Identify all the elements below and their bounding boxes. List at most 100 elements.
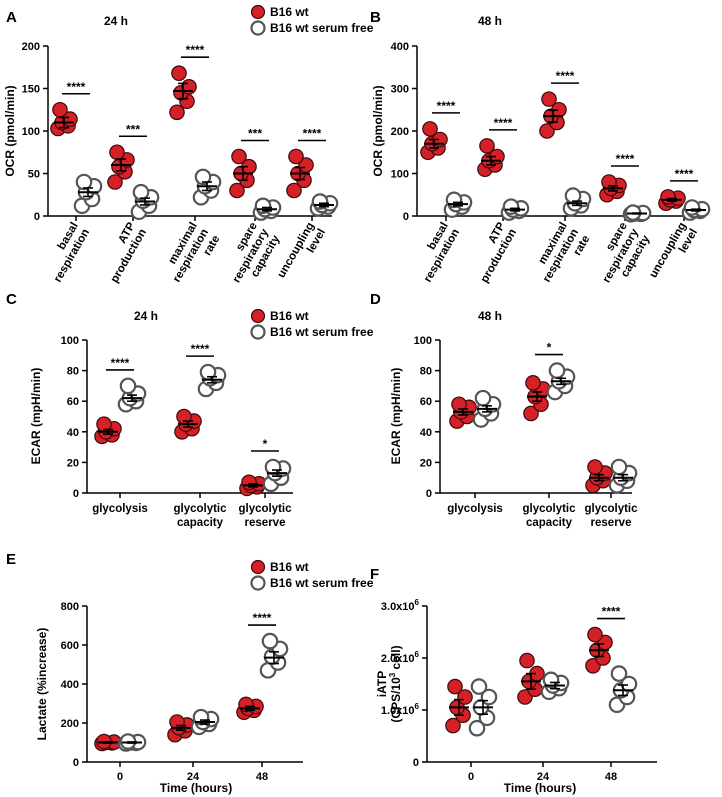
panel-letter: E <box>6 551 16 568</box>
panel-letter: F <box>370 566 379 583</box>
series-wt <box>94 696 264 752</box>
y-tick-label: 400 <box>391 41 409 53</box>
x-tick-label: glycolysis <box>92 503 148 515</box>
series-serum-free <box>443 187 711 223</box>
data-point <box>132 183 150 201</box>
y-tick-label: 40 <box>67 427 79 439</box>
x-tick-label: 48 <box>256 771 268 783</box>
y-tick-label: 0 <box>73 488 79 500</box>
legend-label: B16 wt <box>270 5 309 19</box>
x-tick-label: 24 <box>187 771 200 783</box>
x-tick-label: uncouplinglevel <box>647 221 700 287</box>
data-point <box>587 459 603 475</box>
data-point <box>468 719 486 737</box>
panel-f: F 0 1.0x106 2.0x106 3.0x106 iATP (CPS/103 cell… <box>370 566 657 795</box>
data-point <box>525 375 541 391</box>
y-axis-label: OCR (pmol/min) <box>3 85 17 176</box>
significance-label: *** <box>126 122 140 136</box>
data-point <box>169 104 185 121</box>
data-point <box>610 458 628 476</box>
significance-label: **** <box>437 99 456 113</box>
data-point <box>479 138 495 154</box>
data-point <box>231 148 247 165</box>
y-tick-label: 20 <box>420 457 432 469</box>
data-point <box>288 148 304 165</box>
x-tick-label: basalrespiration <box>41 221 92 285</box>
y-tick-label: 200 <box>22 41 40 53</box>
series-serum-free <box>117 363 292 493</box>
series-wt <box>94 408 267 497</box>
x-tick-label: 48 <box>605 771 617 783</box>
x-tick-label: 0 <box>468 771 474 783</box>
significance-label: **** <box>111 356 130 370</box>
data-point <box>447 678 463 695</box>
series-serum-free <box>472 362 638 494</box>
y-tick-label: 0 <box>426 488 432 500</box>
data-point <box>548 362 566 379</box>
legend-label: B16 wt serum free <box>270 325 374 339</box>
x-tick-label: maximalrespirationrate <box>530 221 593 291</box>
x-tick-label: basalrespiration <box>411 221 462 285</box>
legend: B16 wt B16 wt serum free <box>250 4 374 36</box>
significance-label: **** <box>494 116 513 130</box>
series-wt <box>420 91 686 212</box>
data-point <box>683 199 701 216</box>
legend-marker-serum-free <box>250 324 266 340</box>
y-axis-label: ECAR (mpH/min) <box>389 368 403 465</box>
y-tick-label: 60 <box>420 396 432 408</box>
significance-label: **** <box>253 611 272 625</box>
y-axis-label: Lactate (%increase) <box>35 628 49 741</box>
panel-e: E 0 200 400 600 800 Lactate (%increase) 0 24 48 Ti… <box>6 551 374 795</box>
x-tick-label: glycolytic capacity <box>522 503 576 529</box>
legend-label: B16 wt <box>270 560 309 574</box>
data-point <box>470 678 488 695</box>
y-tick-label: 2.0x106 <box>381 650 420 665</box>
data-point <box>107 174 123 190</box>
y-tick-label: 200 <box>61 718 79 730</box>
x-tick-label: uncouplinglevel <box>275 221 328 287</box>
x-axis-label: Time (hours) <box>160 781 232 795</box>
y-tick-label: 200 <box>391 126 409 138</box>
series-serum-free <box>468 665 638 737</box>
y-tick-label: 80 <box>420 366 432 378</box>
data-point <box>194 168 212 186</box>
legend: B16 wt B16 wt serum free <box>250 559 374 591</box>
y-tick-label: 50 <box>28 169 40 181</box>
legend-marker-serum-free <box>250 575 266 591</box>
y-tick-label: 1.0x106 <box>381 702 420 717</box>
x-tick-label: glycolysis <box>447 503 503 515</box>
data-point <box>75 173 93 191</box>
y-tick-label: 40 <box>420 427 432 439</box>
series-serum-free <box>117 632 289 752</box>
panel-letter: C <box>6 291 17 308</box>
series-wt <box>445 626 613 734</box>
data-point <box>286 182 302 199</box>
y-tick-label: 3.0x106 <box>381 598 420 613</box>
data-point <box>261 632 279 650</box>
panel-letter: D <box>370 291 381 308</box>
significance-label: *** <box>248 127 262 141</box>
y-tick-label: 600 <box>61 640 79 652</box>
x-tick-label: sparerespiratorycapacity <box>219 220 282 292</box>
panel-letter: B <box>370 9 381 26</box>
significance-label: **** <box>303 127 322 141</box>
legend-marker-wt <box>250 4 266 20</box>
chart-title: 48 h <box>478 309 502 323</box>
series-serum-free <box>73 168 339 221</box>
chart-title: 24 h <box>134 309 158 323</box>
significance-label: **** <box>675 167 694 181</box>
data-point <box>519 652 535 669</box>
y-tick-label: 0 <box>403 211 409 223</box>
data-point <box>229 182 245 199</box>
x-tick-label: 24 <box>537 771 550 783</box>
y-tick-label: 100 <box>391 169 409 181</box>
data-point <box>119 377 137 395</box>
data-point <box>541 91 557 107</box>
y-tick-label: 100 <box>22 126 40 138</box>
significance-label: **** <box>616 152 635 166</box>
y-tick-label: 400 <box>61 679 79 691</box>
y-tick-label: 100 <box>414 335 432 347</box>
panel-c: C 24 h 0 20 40 60 80 100 ECAR (mpH/min) glycolysi… <box>6 291 374 529</box>
y-tick-label: 0 <box>413 757 419 769</box>
